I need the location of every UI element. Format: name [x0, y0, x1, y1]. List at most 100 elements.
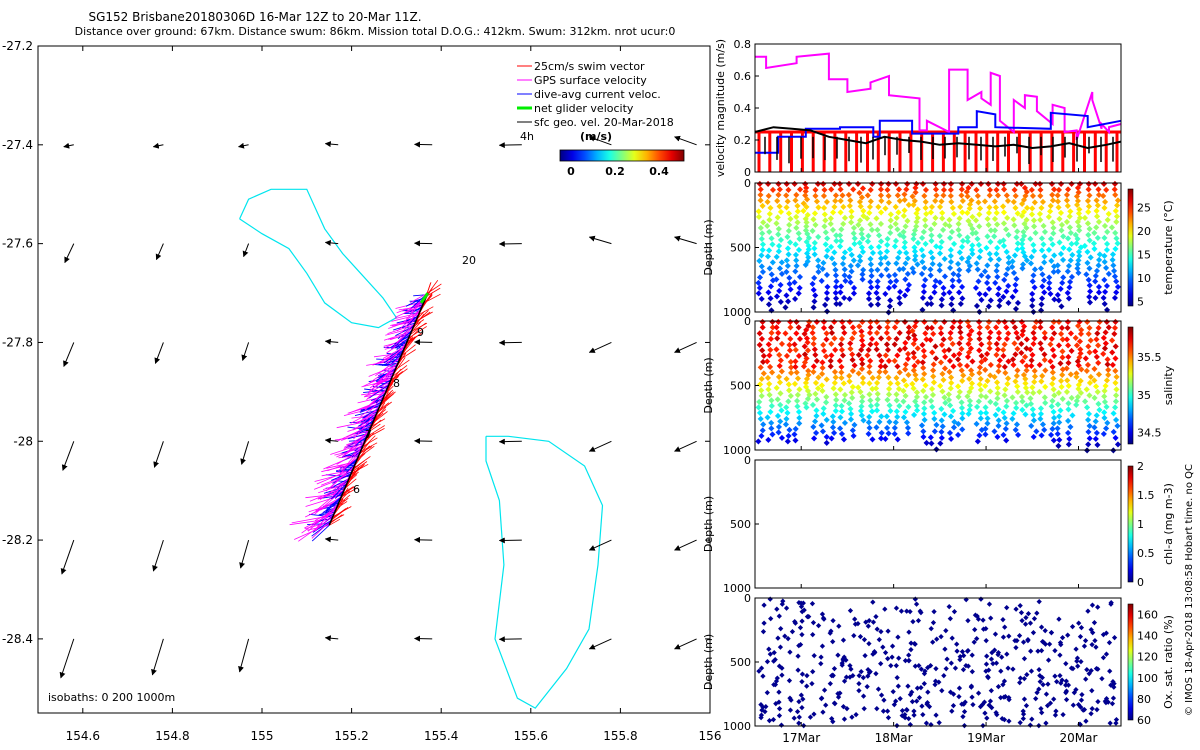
- dive-avg-vector: [326, 496, 342, 510]
- profile-point: ◆: [868, 300, 875, 309]
- profile-point: ◆: [946, 367, 953, 376]
- profile-point: ◆: [1001, 241, 1008, 250]
- profile-point: ◆: [843, 656, 849, 664]
- profile-point: ◆: [947, 428, 954, 437]
- profile-point: ◆: [1095, 358, 1102, 367]
- profile-point: ◆: [832, 700, 838, 708]
- profile-point: ◆: [897, 367, 904, 376]
- profile-point: ◆: [873, 669, 879, 677]
- profile-point: ◆: [1030, 388, 1037, 397]
- profile-point: ◆: [842, 276, 849, 285]
- profile-point: ◆: [779, 367, 786, 376]
- profile-point: ◆: [974, 634, 980, 642]
- profile-point: ◆: [761, 351, 768, 360]
- profile-point: ◆: [1093, 381, 1100, 390]
- profile-point: ◆: [804, 333, 811, 342]
- profile-point: ◆: [786, 385, 793, 394]
- profile-point: ◆: [959, 398, 966, 407]
- profile-point: ◆: [1048, 699, 1054, 707]
- profile-point: ◆: [1078, 325, 1085, 334]
- profile-point: ◆: [759, 346, 766, 355]
- profile-point: ◆: [858, 202, 865, 211]
- profile-point: ◆: [1065, 234, 1072, 243]
- profile-point: ◆: [850, 322, 857, 331]
- track-label-6: 6: [353, 483, 360, 496]
- profile-point: ◆: [1011, 339, 1018, 348]
- profile-point: ◆: [1003, 436, 1010, 445]
- profile-point: ◆: [810, 422, 817, 431]
- profile-point: ◆: [759, 334, 766, 343]
- profile-point: ◆: [939, 214, 946, 223]
- profile-point: ◆: [901, 232, 908, 241]
- profile-point: ◆: [958, 190, 965, 199]
- profile-point: ◆: [814, 197, 821, 206]
- profile-point: ◆: [921, 263, 928, 272]
- profile-point: ◆: [928, 721, 934, 729]
- profile-point: ◆: [824, 270, 831, 279]
- profile-point: ◆: [911, 242, 918, 251]
- profile-point: ◆: [792, 714, 798, 722]
- profile-point: ◆: [884, 240, 891, 249]
- profile-point: ◆: [1041, 638, 1047, 646]
- profile-point: ◆: [1019, 199, 1026, 208]
- profile-point: ◆: [1030, 405, 1037, 414]
- profile-point: ◆: [884, 423, 891, 432]
- profile-point: ◆: [882, 289, 889, 298]
- profile-point: ◆: [1088, 710, 1094, 718]
- profile-point: ◆: [921, 352, 928, 361]
- profile-point: ◆: [821, 614, 827, 622]
- profile-point: ◆: [941, 392, 948, 401]
- swim-vector: [380, 393, 394, 404]
- header-line1: SG152 Brisbane20180306D 16-Mar 12Z to 20…: [88, 10, 421, 24]
- profile-point: ◆: [923, 392, 930, 401]
- profile-point: ◆: [1014, 371, 1021, 380]
- profile-point: ◆: [976, 368, 983, 377]
- profile-point: ◆: [1093, 643, 1099, 651]
- profile-point: ◆: [847, 344, 854, 353]
- profile-point: ◆: [851, 328, 858, 337]
- profile-point: ◆: [812, 291, 819, 300]
- profile-point: ◆: [760, 703, 766, 711]
- profile-point: ◆: [812, 250, 819, 259]
- profile-point: ◆: [892, 423, 899, 432]
- profile-point: ◆: [1068, 329, 1075, 338]
- profile-point: ◆: [1005, 357, 1012, 366]
- profile-point: ◆: [848, 278, 855, 287]
- profile-point: ◆: [823, 228, 830, 237]
- profile-point: ◆: [1073, 372, 1080, 381]
- profile-point: ◆: [758, 414, 765, 423]
- profile-point: ◆: [796, 351, 803, 360]
- profile-point: ◆: [766, 227, 773, 236]
- profile-point: ◆: [1095, 698, 1101, 706]
- profile-point: ◆: [970, 700, 976, 708]
- profile-point: ◆: [1040, 197, 1047, 206]
- profile-point: ◆: [965, 339, 972, 348]
- profile-ytick-label: 0: [744, 315, 751, 328]
- profile-point: ◆: [819, 421, 826, 430]
- profile-point: ◆: [833, 288, 840, 297]
- swim-vector: [401, 337, 416, 356]
- profile-point: ◆: [1057, 672, 1063, 680]
- profile-point: ◆: [885, 234, 892, 243]
- profile-point: ◆: [942, 254, 949, 263]
- profile-point: ◆: [948, 688, 954, 696]
- profile-point: ◆: [1070, 623, 1076, 631]
- profile-point: ◆: [805, 370, 812, 379]
- gps-vector: [353, 411, 378, 440]
- dive-avg-vector: [325, 498, 341, 513]
- profile-point: ◆: [1000, 351, 1007, 360]
- profile-colorbar: [1127, 603, 1134, 721]
- profile-point: ◆: [1105, 215, 1112, 224]
- profile-point: ◆: [938, 358, 945, 367]
- profile-point: ◆: [910, 698, 916, 706]
- colorbar-tick-label: 35: [1137, 389, 1151, 402]
- profile-point: ◆: [1012, 636, 1018, 644]
- profile-point: ◆: [976, 334, 983, 343]
- profile-point: ◆: [876, 417, 883, 426]
- profile-point: ◆: [819, 276, 826, 285]
- profile-point: ◆: [965, 237, 972, 246]
- profile-point: ◆: [994, 220, 1001, 229]
- profile-point: ◆: [846, 272, 853, 281]
- profile-point: ◆: [812, 652, 818, 660]
- profile-point: ◆: [988, 614, 994, 622]
